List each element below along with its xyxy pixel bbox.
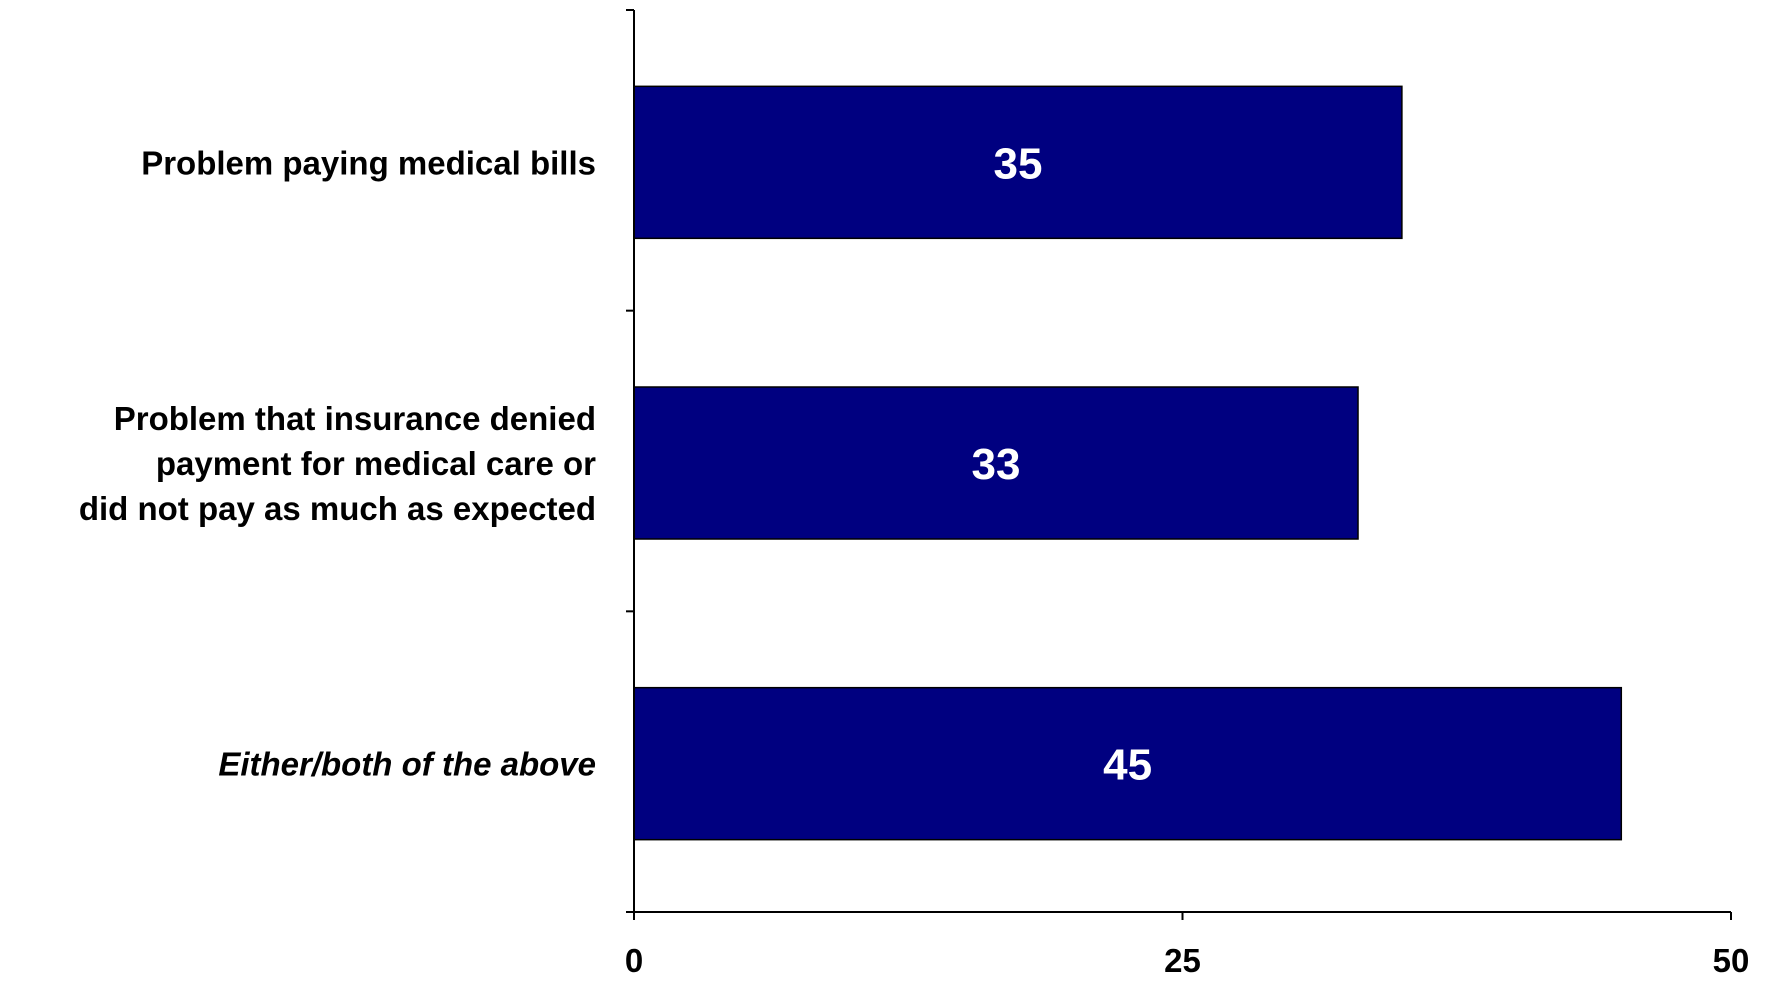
x-tick-label-2: 25 (1164, 942, 1201, 979)
data-labels: 35 33 45 (972, 139, 1153, 789)
bar-3 (633, 686, 1623, 841)
x-tick-label-3: 50 (1713, 942, 1750, 979)
bars (633, 85, 1623, 841)
x-tick-labels: 0 25 50 (625, 942, 1750, 979)
category-labels: Problem paying medical bills Problem that… (79, 144, 596, 782)
axes (626, 9, 1732, 920)
category-label-3: Either/both of the above (218, 746, 596, 783)
data-label-2: 33 (972, 440, 1021, 489)
bar-2 (633, 386, 1359, 540)
category-label-2: Problem that insurance denied payment for… (79, 400, 596, 527)
data-label-3: 45 (1103, 741, 1152, 790)
x-tick-label-1: 0 (625, 942, 643, 979)
bar-1 (633, 85, 1403, 240)
category-label-1: Problem paying medical bills (141, 144, 596, 181)
data-label-1: 35 (993, 139, 1042, 188)
